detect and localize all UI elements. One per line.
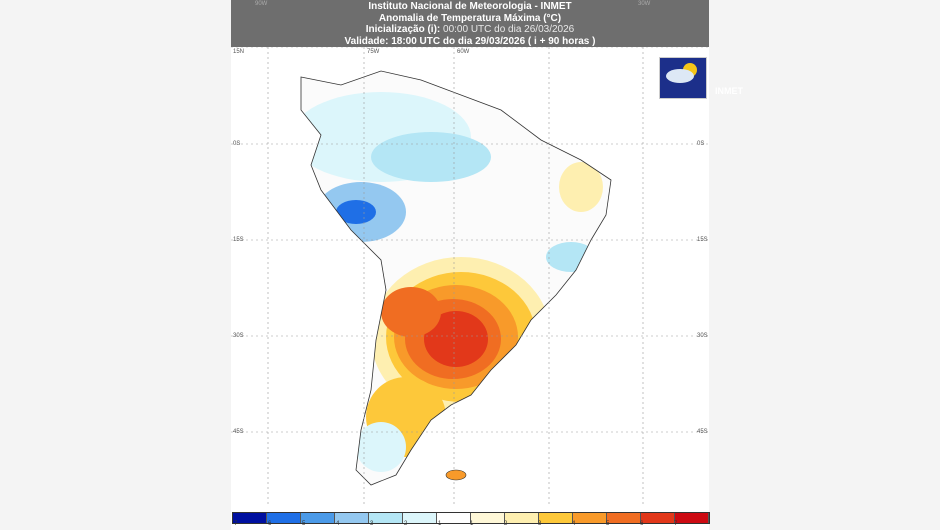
colorbar-label: 5 bbox=[606, 521, 610, 527]
colorbar-segment bbox=[675, 513, 709, 523]
colorbar-label: -5 bbox=[300, 521, 306, 527]
colorbar-segment bbox=[505, 513, 539, 523]
colorbar-segment bbox=[573, 513, 607, 523]
anomaly-map bbox=[231, 47, 709, 507]
lat-label-right: 15S bbox=[697, 237, 708, 243]
lat-label-right: 30S bbox=[697, 333, 708, 339]
lat-label: 15S bbox=[233, 237, 244, 243]
colorbar-segment bbox=[301, 513, 335, 523]
cloud-sun-icon bbox=[666, 63, 697, 83]
colorbar-label: 2 bbox=[504, 521, 508, 527]
colorbar-labels: -7 -6 -5 -4 -3 -2 -1 1 2 3 4 5 6 7 bbox=[232, 521, 708, 530]
colorbar-segment bbox=[233, 513, 267, 523]
lat-label-right: 45S bbox=[697, 429, 708, 435]
colorbar-label: 3 bbox=[538, 521, 542, 527]
header-validity: Validade: 18:00 UTC do dia 29/03/2026 ( … bbox=[344, 35, 596, 47]
lon-label: 60W bbox=[457, 49, 470, 55]
colorbar-segment bbox=[267, 513, 301, 523]
colorbar bbox=[232, 512, 710, 524]
colorbar-label: -1 bbox=[436, 521, 442, 527]
colorbar-label: -7 bbox=[232, 521, 238, 527]
colorbar-segment bbox=[471, 513, 505, 523]
init-label: Inicialização (i): bbox=[365, 24, 441, 35]
colorbar-segment bbox=[335, 513, 369, 523]
falkland-islands bbox=[445, 469, 467, 481]
colorbar-label: -3 bbox=[368, 521, 374, 527]
lat-label-right: 0S bbox=[697, 141, 705, 147]
colorbar-segment bbox=[403, 513, 437, 523]
init-value: 00:00 UTC do dia 26/03/2026 bbox=[443, 24, 575, 35]
colorbar-segment bbox=[641, 513, 675, 523]
colorbar-segment bbox=[539, 513, 573, 523]
anomaly-field bbox=[301, 71, 611, 485]
lon-label: 30W bbox=[638, 1, 651, 7]
header-institute: Instituto Nacional de Meteorologia - INM… bbox=[368, 1, 572, 12]
header-init: Inicialização (i): 00:00 UTC do dia 26/0… bbox=[231, 24, 709, 36]
lat-label: 0S bbox=[233, 141, 241, 147]
colorbar-label: -6 bbox=[266, 521, 272, 527]
colorbar-segment bbox=[437, 513, 471, 523]
lat-label: 15N bbox=[233, 49, 245, 55]
lat-label: 45S bbox=[233, 429, 244, 435]
map-header: Instituto Nacional de Meteorologia - INM… bbox=[231, 0, 709, 47]
inmet-logo: INMET bbox=[659, 57, 743, 99]
logo-text: INMET bbox=[715, 86, 743, 96]
colorbar-label: 1 bbox=[470, 521, 474, 527]
colorbar-label: 4 bbox=[572, 521, 576, 527]
colorbar-label: -4 bbox=[334, 521, 340, 527]
graticule bbox=[231, 47, 709, 507]
lon-label: 75W bbox=[367, 49, 380, 55]
lon-label: 90W bbox=[255, 1, 268, 7]
colorbar-segment bbox=[607, 513, 641, 523]
colorbar-segment bbox=[369, 513, 403, 523]
colorbar-label: 7 bbox=[674, 521, 678, 527]
colorbar-label: 6 bbox=[640, 521, 644, 527]
header-title: Anomalia de Temperatura Máxima (°C) bbox=[378, 12, 562, 24]
lat-label: 30S bbox=[233, 333, 244, 339]
colorbar-label: -2 bbox=[402, 521, 408, 527]
